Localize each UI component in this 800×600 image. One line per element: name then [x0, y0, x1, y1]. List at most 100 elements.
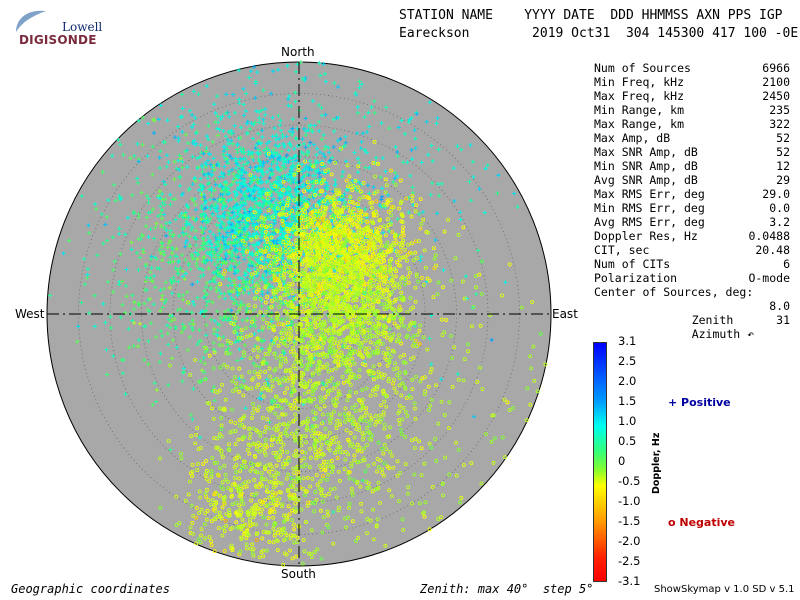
source-point-positive: [251, 308, 256, 313]
source-point-positive: [233, 193, 238, 198]
source-point-positive: [195, 295, 200, 300]
source-point-positive: [267, 155, 272, 160]
source-point-positive: [226, 226, 231, 231]
source-point-positive: [198, 182, 203, 187]
source-point-positive: [247, 193, 252, 198]
source-point-positive: [171, 259, 176, 264]
source-point-positive: [146, 339, 151, 344]
source-point-positive: [225, 342, 230, 347]
source-point-positive: [313, 161, 318, 166]
source-point-positive: [211, 232, 216, 237]
source-point-positive: [280, 174, 285, 179]
source-point-positive: [173, 217, 178, 222]
source-point-positive: [292, 339, 297, 344]
source-point-positive: [257, 120, 262, 125]
source-point-positive: [92, 324, 97, 329]
source-point-positive: [239, 228, 244, 233]
source-point-positive: [155, 266, 160, 271]
source-point-positive: [183, 257, 188, 262]
source-point-positive: [163, 280, 168, 285]
source-point-positive: [172, 197, 177, 202]
source-point-positive: [201, 236, 206, 241]
source-point-positive: [235, 309, 240, 314]
source-point-positive: [148, 321, 153, 326]
source-point-positive: [185, 348, 190, 353]
source-point-positive: [206, 266, 211, 271]
source-point-positive: [170, 338, 175, 343]
source-point-positive: [284, 160, 289, 165]
source-point-positive: [261, 256, 266, 261]
source-point-positive: [255, 193, 260, 198]
source-point-positive: [410, 190, 415, 195]
source-point-positive: [190, 282, 195, 287]
source-point-positive: [317, 192, 322, 197]
source-point-positive: [235, 150, 240, 155]
source-point-positive: [251, 178, 256, 183]
source-point-positive: [311, 195, 316, 200]
source-point-positive: [265, 267, 270, 272]
source-point-positive: [277, 235, 282, 240]
source-point-positive: [233, 319, 238, 324]
source-point-positive: [180, 297, 185, 302]
source-point-positive: [136, 338, 141, 343]
source-point-positive: [121, 152, 126, 157]
source-point-positive: [329, 155, 334, 160]
source-point-positive: [243, 209, 248, 214]
source-point-positive: [215, 126, 220, 131]
source-point-positive: [215, 114, 220, 119]
source-point-positive: [197, 155, 202, 160]
source-point-positive: [241, 253, 246, 258]
source-point-positive: [262, 148, 267, 153]
source-point-positive: [342, 143, 347, 148]
source-point-positive: [204, 323, 209, 328]
source-point-positive: [219, 219, 224, 224]
source-point-positive: [335, 138, 340, 143]
source-point-positive: [283, 243, 288, 248]
source-point-positive: [278, 200, 283, 205]
source-point-positive: [244, 194, 249, 199]
source-point-positive: [211, 331, 216, 336]
source-point-positive: [223, 296, 228, 301]
source-point-positive: [235, 332, 240, 337]
source-point-positive: [196, 266, 201, 271]
source-point-positive: [173, 326, 178, 331]
source-point-positive: [275, 167, 280, 172]
source-point-positive: [267, 139, 272, 144]
source-point-positive: [130, 318, 135, 323]
source-point-positive: [265, 170, 270, 175]
source-point-positive: [118, 252, 123, 257]
source-point-positive: [266, 257, 271, 262]
source-point-positive: [243, 109, 248, 114]
source-point-positive: [317, 171, 322, 176]
source-point-positive: [224, 134, 229, 139]
source-point-positive: [221, 152, 226, 157]
source-point-positive: [357, 160, 362, 165]
source-point-positive: [289, 320, 294, 325]
source-point-positive: [177, 175, 182, 180]
source-point-positive: [233, 254, 238, 259]
source-point-positive: [123, 310, 128, 315]
source-point-positive: [177, 294, 182, 299]
source-point-positive: [268, 249, 273, 254]
source-point-positive: [266, 214, 271, 219]
source-point-positive: [175, 271, 180, 276]
source-point-positive: [212, 280, 217, 285]
source-point-positive: [180, 191, 185, 196]
source-point-positive: [201, 255, 206, 260]
source-point-positive: [204, 220, 209, 225]
source-point-positive: [301, 151, 306, 156]
source-point-positive: [136, 267, 141, 272]
source-point-positive: [203, 149, 208, 154]
source-point-positive: [160, 200, 165, 205]
source-point-positive: [239, 214, 244, 219]
source-point-positive: [205, 176, 210, 181]
source-point-positive: [344, 159, 349, 164]
source-point-positive: [233, 159, 238, 164]
source-point-positive: [260, 195, 265, 200]
source-point-positive: [206, 244, 211, 249]
source-point-positive: [209, 249, 214, 254]
source-point-positive: [211, 197, 216, 202]
source-point-positive: [150, 402, 155, 407]
source-point-positive: [365, 130, 370, 135]
source-point-positive: [267, 284, 272, 289]
